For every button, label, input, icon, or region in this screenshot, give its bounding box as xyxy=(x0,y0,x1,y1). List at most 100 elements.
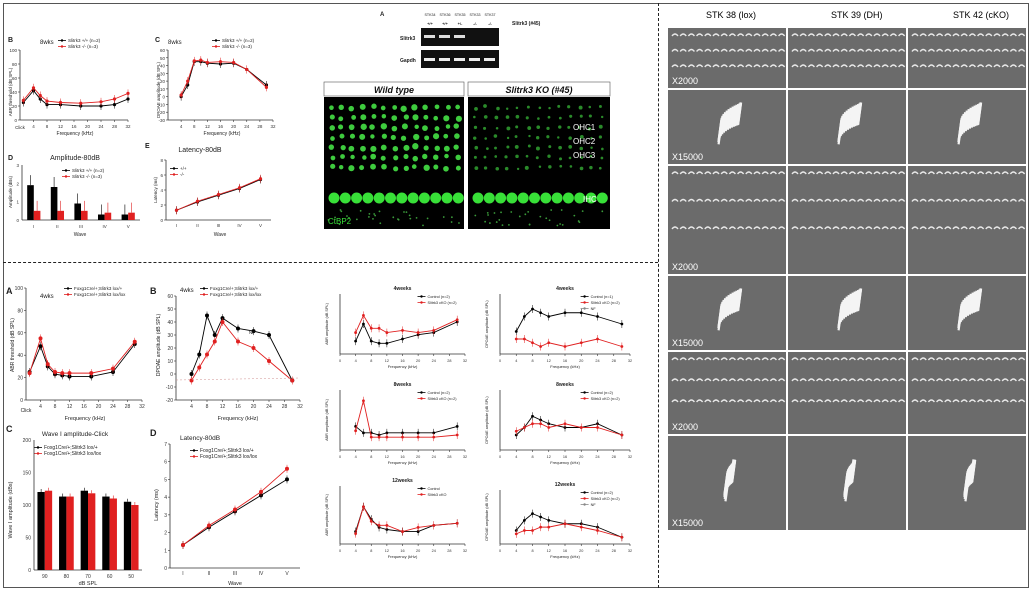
stereocilia-bundle xyxy=(687,378,695,382)
nf-label: NF xyxy=(249,330,255,335)
y-tick-label: 0 xyxy=(160,218,163,223)
x-tick-label: 32 xyxy=(463,359,467,363)
data-point xyxy=(216,192,221,197)
y-axis-label: ABR amplitude (dB SPL) xyxy=(325,398,329,441)
bar-1 xyxy=(57,210,65,220)
x-tick-label: 32 xyxy=(270,124,276,129)
stereocilium xyxy=(848,106,854,129)
data-point xyxy=(264,85,269,89)
data-point xyxy=(186,79,190,83)
legend-bot-c-label: Foxg1Cre/+;Slitrk3 lox/lox xyxy=(44,451,102,457)
stereocilium xyxy=(735,289,741,312)
stereocilium xyxy=(852,104,858,127)
data-point xyxy=(290,378,295,383)
synapse-punctum xyxy=(510,211,513,213)
chart-title: 12weeks xyxy=(392,478,413,484)
legend-top-e-marker xyxy=(172,167,176,170)
ohc-punctum xyxy=(515,114,520,119)
x-tick-label: 8 xyxy=(370,549,372,553)
stereocilia-bundle xyxy=(824,33,832,37)
synapse-punctum xyxy=(528,223,531,226)
data-point xyxy=(531,512,534,516)
stereocilia-bundle xyxy=(679,378,687,382)
stereocilium xyxy=(962,296,968,319)
stereocilia-bundle xyxy=(944,378,952,382)
cell-label: OHC1 xyxy=(573,123,596,132)
stereocilia-bundle xyxy=(704,33,712,37)
stereocilia-bundle xyxy=(977,64,985,68)
y-axis-label: Amplitude (dBs) xyxy=(8,175,13,208)
ohc-punctum xyxy=(580,156,584,159)
stereocilia-bundle xyxy=(952,198,960,202)
chart-s6: 0 4 8 12 16 20 24 28 32 xyxy=(499,490,632,553)
x-tick-label: 20 xyxy=(579,549,583,553)
y-tick-label: 3 xyxy=(164,513,167,519)
stereocilia-bundle xyxy=(824,198,832,202)
stereocilia-bundle xyxy=(919,226,927,230)
x-tick-label: I xyxy=(176,223,177,228)
data-point xyxy=(99,100,103,104)
data-point xyxy=(547,426,551,429)
data-point xyxy=(579,311,583,315)
stereocilia-bundle xyxy=(968,198,976,202)
x-tick-label: 24 xyxy=(432,549,436,553)
x-tick-label: 4 xyxy=(355,549,357,553)
bar-1 xyxy=(109,498,117,570)
ohc-punctum xyxy=(330,163,336,169)
stereocilia-bundle xyxy=(1001,357,1009,361)
legend-small-label: Control (n=1) xyxy=(591,295,614,299)
stereocilia-bundle xyxy=(911,48,919,52)
synapse-punctum xyxy=(548,219,551,222)
x-tick-label: IV xyxy=(102,224,106,229)
stain-label: CtBP2 xyxy=(328,217,352,226)
data-point xyxy=(432,435,436,439)
stereocilia-bundle xyxy=(927,33,935,37)
charts-canvas: B 8wks Slitrk3 +/+ (n=2)Slitrk3 -/- (n=3)0… xyxy=(6,37,632,587)
stereocilia-bundle xyxy=(753,226,761,230)
y-tick-label: 10 xyxy=(160,87,166,92)
stereocilia-bundle xyxy=(704,198,712,202)
data-point xyxy=(132,339,137,344)
data-point xyxy=(385,523,389,527)
stereocilia-bundle xyxy=(807,399,815,403)
synapse-punctum xyxy=(539,215,542,218)
stereocilia-bundle xyxy=(919,378,927,382)
legend-top-e-label: +/+ xyxy=(180,166,187,171)
stereocilia-bundle xyxy=(936,171,944,175)
data-point xyxy=(432,431,436,435)
legend-small-marker xyxy=(420,397,423,400)
stereocilia-bundle xyxy=(807,171,815,175)
stereocilia-bundle xyxy=(728,378,736,382)
stereocilia-bundle xyxy=(769,357,777,361)
x-tick-label: 20 xyxy=(251,404,257,410)
stereocilia-bundle xyxy=(728,171,736,175)
data-point xyxy=(547,525,551,529)
data-point xyxy=(522,337,526,341)
stereocilia-bundle xyxy=(889,171,897,175)
lane-label: STK37 xyxy=(485,13,496,17)
y-tick-label: -30 xyxy=(158,118,165,123)
data-point xyxy=(45,362,50,367)
data-point xyxy=(354,331,358,334)
stereocilia-bundle xyxy=(952,48,960,52)
stereocilia-bundle xyxy=(778,33,786,37)
ohc-punctum xyxy=(483,155,487,159)
legend-bot-a-marker xyxy=(66,287,70,290)
stereocilia-bundle xyxy=(679,226,687,230)
stereocilium xyxy=(728,106,734,129)
ohc-punctum xyxy=(568,145,573,149)
data-point xyxy=(258,177,263,181)
legend-small-marker xyxy=(583,497,586,500)
data-point xyxy=(197,352,202,357)
stereocilia-bundle xyxy=(968,171,976,175)
y-axis-label: ABR threshold (dB SPL) xyxy=(10,318,16,372)
x-tick-label: 28 xyxy=(282,404,288,410)
chart-top_b: 0 20 40 60 80 100 4 8 12 16 20 24 28 32 xyxy=(9,48,131,129)
sem-image xyxy=(788,436,906,530)
chart-title: 8weeks xyxy=(394,382,412,388)
stereocilia-bundle xyxy=(832,64,840,68)
stereocilia-bundle xyxy=(840,226,848,230)
ohc-punctum xyxy=(392,145,399,152)
ohc-punctum xyxy=(360,145,366,152)
